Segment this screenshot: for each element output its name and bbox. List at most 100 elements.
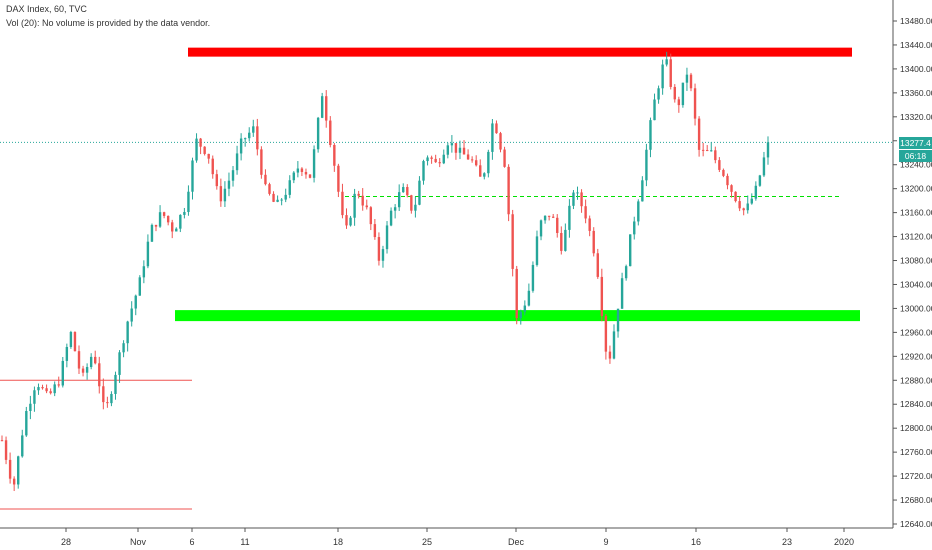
candle-down — [300, 168, 304, 172]
candle-up — [296, 168, 300, 173]
price-tick-label: 13360.00 — [900, 88, 932, 98]
candle-up — [114, 374, 117, 394]
candle-down — [726, 175, 729, 186]
candle-down — [596, 253, 599, 277]
candle-up — [320, 96, 324, 118]
candle-down — [215, 174, 219, 187]
candle-down — [41, 387, 44, 389]
candle-up — [531, 264, 535, 291]
candle-down — [81, 368, 85, 373]
time-tick-label: Nov — [130, 537, 147, 547]
candle-up — [491, 123, 494, 152]
candle-up — [483, 173, 486, 177]
candle-up — [657, 88, 660, 100]
candle-down — [49, 391, 52, 394]
candle-down — [560, 232, 563, 251]
candle-down — [495, 123, 498, 134]
candle-down — [325, 96, 328, 121]
candle-down — [357, 193, 360, 196]
candle-up — [25, 411, 28, 436]
candle-up — [612, 331, 616, 359]
candle-up — [381, 249, 385, 261]
candle-down — [730, 185, 733, 192]
candle-up — [146, 241, 150, 267]
candle-down — [515, 268, 518, 319]
candle-down — [268, 184, 271, 194]
candle-up — [414, 204, 417, 211]
candle-down — [0, 440, 4, 442]
candle-up — [645, 149, 648, 181]
candle-down — [718, 160, 721, 170]
price-tick-label: 13320.00 — [900, 112, 932, 122]
candle-down — [669, 59, 672, 87]
candle-up — [227, 180, 231, 189]
candle-down — [94, 356, 97, 364]
candle-down — [438, 162, 441, 164]
candle-up — [458, 147, 462, 153]
candle-down — [738, 201, 741, 209]
time-tick-label: 18 — [333, 537, 343, 547]
candle-up — [288, 180, 291, 195]
candle-down — [337, 165, 340, 192]
candle-down — [722, 169, 725, 176]
candle-down — [4, 440, 8, 460]
candle-down — [162, 212, 166, 216]
candle-up — [661, 64, 664, 89]
price-tick-label: 13200.00 — [900, 184, 932, 194]
candle-up — [349, 217, 352, 226]
price-axis[interactable]: 12640.00 12680.00 12720.00 12760.00 12800.00… — [893, 16, 932, 529]
time-tick-label: 2020 — [834, 537, 854, 547]
candle-down — [499, 133, 502, 150]
candle-down — [8, 459, 12, 479]
candle-up — [527, 290, 531, 306]
resistance-zone[interactable] — [188, 47, 852, 57]
price-tick-label: 13240.00 — [900, 160, 932, 170]
candle-down — [329, 120, 332, 145]
candle-up — [69, 332, 73, 347]
time-tick-label: 25 — [422, 537, 432, 547]
candle-up — [284, 194, 287, 200]
price-tick-label: 12760.00 — [900, 447, 932, 457]
candle-up — [179, 214, 182, 229]
candle-up — [134, 295, 137, 309]
candle-up — [397, 192, 401, 208]
price-tick-label: 12880.00 — [900, 375, 932, 385]
candle-up — [535, 236, 539, 265]
candle-up — [762, 157, 766, 176]
candle-down — [474, 160, 478, 166]
candle-up — [312, 149, 316, 178]
time-axis[interactable]: 28 Nov 6 11 18 25 Dec 9 16 23 2020 — [61, 528, 854, 547]
candle-down — [479, 165, 482, 177]
candle-down — [511, 214, 514, 269]
candle-up — [576, 192, 579, 194]
candle-up — [442, 154, 445, 164]
candle-down — [507, 166, 510, 215]
candle-up — [53, 384, 56, 394]
candle-down — [462, 147, 466, 155]
candle-down — [264, 174, 267, 185]
candle-up — [89, 356, 93, 368]
candle-up — [572, 192, 575, 206]
bar-countdown-label: 06:18 — [899, 150, 932, 162]
candle-down — [308, 174, 312, 178]
candle-up — [33, 390, 36, 404]
candle-up — [61, 360, 64, 386]
candle-up — [138, 277, 141, 296]
candle-down — [345, 215, 348, 226]
candle-up — [142, 266, 146, 278]
price-tick-label: 12640.00 — [900, 519, 932, 529]
candle-up — [446, 145, 450, 155]
candle-down — [219, 186, 223, 202]
candle-up — [418, 180, 421, 205]
time-tick-label: 6 — [189, 537, 194, 547]
candle-up — [519, 311, 522, 319]
candle-up — [629, 234, 632, 267]
candle-down — [45, 388, 48, 392]
candle-up — [649, 120, 652, 150]
candle-up — [393, 207, 397, 211]
candle-up — [223, 188, 227, 202]
candle-down — [742, 208, 745, 211]
candle-up — [17, 456, 20, 485]
